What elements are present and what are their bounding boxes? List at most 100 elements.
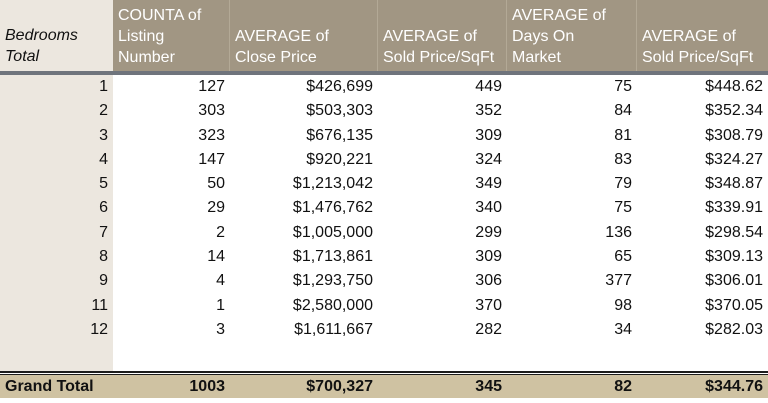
row-label-cell[interactable]: 1 [0,75,113,100]
data-cell[interactable]: 79 [614,175,632,193]
data-cell[interactable]: 340 [475,199,502,217]
data-cell[interactable]: $370.05 [705,296,763,314]
data-cell[interactable]: 309 [475,248,502,266]
table-row: 9 4 $1,293,750 306 377 $306.01 [0,269,768,294]
data-cell[interactable]: $324.27 [705,150,763,168]
row-label-cell[interactable]: 11 [0,293,113,318]
data-cell[interactable]: 323 [198,126,225,144]
column-header-avg-close-price[interactable]: AVERAGE of Close Price [230,0,378,71]
data-cell[interactable]: 147 [198,150,225,168]
row-label-cell[interactable]: 2 [0,99,113,124]
grand-total-row: Grand Total 1003 $700,327 345 82 $344.76 [0,375,768,398]
data-cell[interactable]: 83 [614,150,632,168]
column-header-line: AVERAGE of [235,28,329,45]
data-cell[interactable]: $1,005,000 [292,223,373,241]
row-label-cell[interactable]: 5 [0,172,113,197]
data-cell[interactable]: 75 [614,199,632,217]
data-cell[interactable]: $1,213,042 [292,175,373,193]
data-cell[interactable]: $2,580,000 [292,296,373,314]
row-label-cell[interactable]: 4 [0,147,113,173]
row-label-cell[interactable]: 8 [0,245,113,270]
data-cell[interactable]: 14 [207,248,225,266]
table-row: 7 2 $1,005,000 299 136 $298.54 [0,220,768,246]
data-cell[interactable]: $426,699 [306,78,373,95]
sheet-bottom-margin [0,398,768,403]
data-cell[interactable]: $282.03 [705,320,763,338]
data-cell[interactable]: $352.34 [705,102,763,120]
table-row: 4 147 $920,221 324 83 $324.27 [0,147,768,173]
data-cell[interactable]: 4 [216,272,225,290]
data-cell[interactable]: 136 [605,223,632,241]
grand-total-cell[interactable]: 82 [614,378,632,395]
header-divider [0,71,768,75]
data-cell[interactable]: 309 [475,126,502,144]
data-cell[interactable]: 1 [216,296,225,314]
data-cell[interactable]: $348.87 [705,175,763,193]
grand-total-cell[interactable]: 1003 [189,378,225,395]
data-cell[interactable]: $920,221 [306,150,373,168]
data-cell[interactable]: 29 [207,199,225,217]
data-cell[interactable]: $308.79 [705,126,763,144]
data-cell[interactable]: 449 [475,78,502,95]
data-cell[interactable]: 306 [475,272,502,290]
data-cell[interactable]: 370 [475,296,502,314]
column-header-avg-sold-price-sqft[interactable]: AVERAGE of Sold Price/SqFt [378,0,507,71]
data-cell[interactable]: 84 [614,102,632,120]
data-cell[interactable]: $306.01 [705,272,763,290]
column-header-line: COUNTA of [118,7,202,24]
column-header-line: Sold Price/SqFt [642,49,754,66]
data-cell[interactable]: 127 [198,78,225,95]
column-header-line: Listing [118,28,165,45]
grand-total-cell[interactable]: $344.76 [705,378,763,395]
row-label-cell[interactable]: 7 [0,220,113,246]
data-cell[interactable]: $1,476,762 [292,199,373,217]
grand-total-divider [0,374,768,375]
data-cell[interactable]: 299 [475,223,502,241]
grand-total-cell[interactable]: $700,327 [306,378,373,395]
data-cell[interactable]: 65 [614,248,632,266]
table-row: 12 3 $1,611,667 282 34 $282.03 [0,317,768,343]
data-cell[interactable]: 75 [614,78,632,95]
data-cell[interactable]: 324 [475,150,502,168]
data-cell[interactable]: $309.13 [705,248,763,266]
data-cell[interactable]: $1,611,667 [294,320,373,338]
data-cell[interactable]: 377 [605,272,632,290]
column-header-line: Days On [512,28,575,45]
data-cell[interactable]: 2 [216,223,225,241]
data-cell[interactable]: 98 [614,296,632,314]
data-cell[interactable]: $503,303 [306,102,373,120]
grand-total-divider [0,371,768,373]
column-header-avg-days-on-market[interactable]: AVERAGE of Days On Market [507,0,637,71]
column-header-line: Sold Price/SqFt [383,49,495,66]
row-label-cell[interactable]: 6 [0,196,113,221]
row-label-cell[interactable]: 3 [0,123,113,148]
pivot-header-row: Bedrooms Total COUNTA of Listing Number … [0,0,768,71]
table-row: 8 14 $1,713,861 309 65 $309.13 [0,245,768,270]
data-cell[interactable]: $339.91 [705,199,763,217]
data-cell[interactable]: $1,713,861 [292,248,373,266]
data-cell[interactable]: $448.62 [705,78,763,95]
column-header-line: AVERAGE of [642,28,736,45]
table-row: 1 127 $426,699 449 75 $448.62 [0,75,768,100]
data-cell[interactable]: 34 [614,320,632,338]
row-label-cell[interactable]: 12 [0,317,113,343]
column-header-count-listing-number[interactable]: COUNTA of Listing Number [113,0,230,71]
data-cell[interactable]: 352 [475,102,502,120]
data-cell[interactable]: 81 [614,126,632,144]
grand-total-cell[interactable]: 345 [475,378,502,395]
row-label-header-line: Total [5,48,40,65]
data-cell[interactable]: 282 [475,320,502,338]
row-label-cell[interactable]: 9 [0,269,113,294]
data-cell[interactable]: $1,293,750 [292,272,373,290]
column-header-avg-sold-price-sqft-2[interactable]: AVERAGE of Sold Price/SqFt [637,0,768,71]
data-cell[interactable]: $298.54 [705,223,763,241]
data-cell[interactable]: 3 [216,320,225,338]
row-label-header[interactable]: Bedrooms Total [0,0,113,71]
data-cell[interactable]: 303 [198,102,225,120]
table-row: 6 29 $1,476,762 340 75 $339.91 [0,196,768,221]
data-cell[interactable]: $676,135 [306,126,373,144]
data-cell[interactable]: 50 [207,175,225,193]
grand-total-label[interactable]: Grand Total [5,378,94,395]
data-cell[interactable]: 349 [475,175,502,193]
